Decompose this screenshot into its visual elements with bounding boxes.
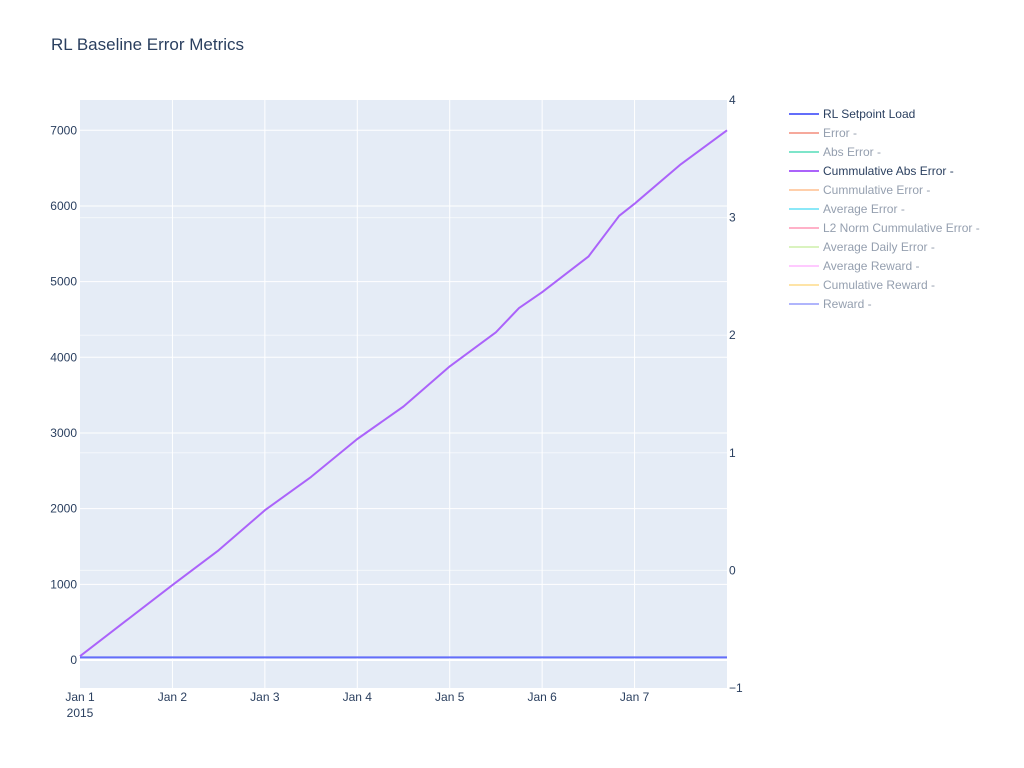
legend-label: L2 Norm Cummulative Error - bbox=[823, 221, 980, 235]
y-tick-label: 5000 bbox=[50, 275, 77, 289]
axes: 0 1000 2000 3000 4000 5000 6000 7000 −1 0 1 2 3 4 Jan … bbox=[50, 93, 743, 720]
legend-label: Cummulative Abs Error - bbox=[823, 164, 954, 178]
y2-tick-label: −1 bbox=[729, 681, 743, 695]
legend-item[interactable]: Abs Error - bbox=[789, 145, 881, 159]
x-tick-label: Jan 2 bbox=[158, 690, 188, 704]
y2-tick-label: 0 bbox=[729, 563, 736, 577]
y-tick-label: 2000 bbox=[50, 502, 77, 516]
y-tick-label: 7000 bbox=[50, 123, 77, 137]
y2-tick-label: 1 bbox=[729, 446, 736, 460]
x-year-label: 2015 bbox=[67, 706, 94, 720]
legend-item[interactable]: Reward - bbox=[789, 297, 872, 311]
legend-label: Cumulative Reward - bbox=[823, 278, 935, 292]
x-tick-label: Jan 5 bbox=[435, 690, 465, 704]
y2-tick-label: 3 bbox=[729, 211, 736, 225]
y-tick-label: 3000 bbox=[50, 426, 77, 440]
y2-tick-label: 2 bbox=[729, 328, 736, 342]
legend-item[interactable]: L2 Norm Cummulative Error - bbox=[789, 221, 980, 235]
legend-label: RL Setpoint Load bbox=[823, 107, 915, 121]
x-tick-label: Jan 1 bbox=[65, 690, 95, 704]
x-tick-label: Jan 6 bbox=[527, 690, 557, 704]
y-tick-label: 1000 bbox=[50, 577, 77, 591]
plot-area bbox=[80, 100, 727, 688]
x-tick-label: Jan 7 bbox=[620, 690, 650, 704]
y2-tick-label: 4 bbox=[729, 93, 736, 107]
legend-item[interactable]: Cummulative Error - bbox=[789, 183, 930, 197]
y-tick-label: 0 bbox=[70, 653, 77, 667]
legend-label: Error - bbox=[823, 126, 857, 140]
legend-item[interactable]: Cumulative Reward - bbox=[789, 278, 935, 292]
legend-item[interactable]: RL Setpoint Load bbox=[789, 107, 915, 121]
legend-label: Reward - bbox=[823, 297, 872, 311]
series-layer bbox=[79, 129, 728, 659]
grid bbox=[80, 100, 727, 688]
legend-label: Average Reward - bbox=[823, 259, 920, 273]
series-line-3 bbox=[79, 129, 728, 657]
y-tick-label: 6000 bbox=[50, 199, 77, 213]
legend-item[interactable]: Cummulative Abs Error - bbox=[789, 164, 954, 178]
x-tick-label: Jan 4 bbox=[343, 690, 373, 704]
legend-item[interactable]: Average Error - bbox=[789, 202, 905, 216]
chart-title: RL Baseline Error Metrics bbox=[51, 35, 244, 54]
legend-label: Cummulative Error - bbox=[823, 183, 930, 197]
legend: RL Setpoint Load Error - Abs Error - Cummul… bbox=[789, 107, 980, 311]
legend-item[interactable]: Error - bbox=[789, 126, 857, 140]
legend-item[interactable]: Average Daily Error - bbox=[789, 240, 935, 254]
legend-label: Average Daily Error - bbox=[823, 240, 935, 254]
legend-label: Abs Error - bbox=[823, 145, 881, 159]
legend-item[interactable]: Average Reward - bbox=[789, 259, 920, 273]
y-tick-label: 4000 bbox=[50, 350, 77, 364]
x-tick-label: Jan 3 bbox=[250, 690, 280, 704]
legend-label: Average Error - bbox=[823, 202, 905, 216]
